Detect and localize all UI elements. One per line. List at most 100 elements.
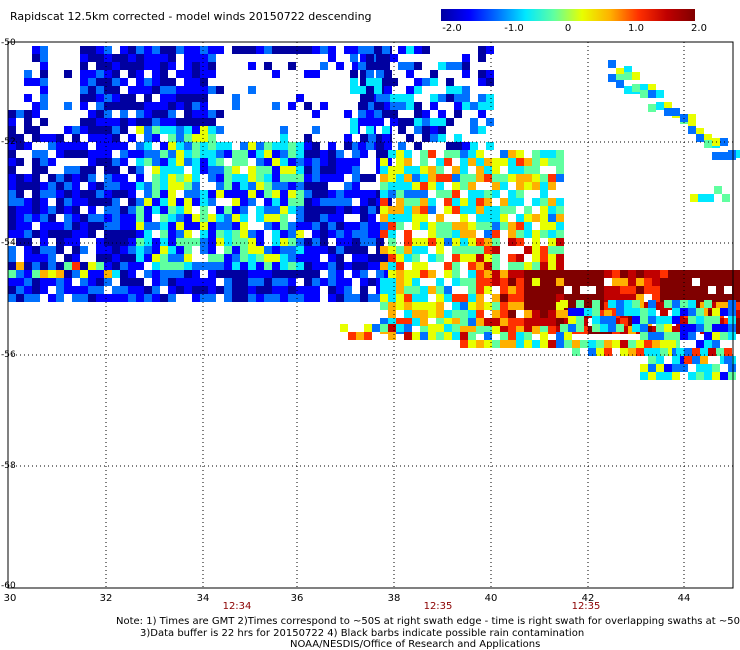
data-cell	[160, 110, 168, 118]
colorbar-tick: -2.0	[442, 23, 462, 34]
data-cell	[376, 134, 384, 142]
data-cell	[428, 332, 436, 340]
data-cell	[352, 182, 360, 190]
data-cell	[508, 286, 516, 294]
data-cell	[548, 278, 556, 286]
data-cell	[500, 270, 508, 278]
data-cell	[360, 94, 368, 102]
data-cell	[184, 118, 192, 126]
data-cell	[208, 158, 216, 166]
data-cell	[64, 190, 72, 198]
data-cell	[468, 174, 476, 182]
swath-time: 12:35	[423, 601, 453, 612]
data-cell	[652, 278, 660, 286]
data-cell	[452, 206, 460, 214]
data-cell	[120, 222, 128, 230]
data-cell	[312, 270, 320, 278]
data-cell	[224, 174, 232, 182]
data-cell	[420, 262, 428, 270]
data-cell	[232, 158, 240, 166]
data-cell	[160, 238, 168, 246]
data-cell	[376, 150, 384, 158]
data-cell	[604, 270, 612, 278]
data-cell	[476, 174, 484, 182]
data-cell	[312, 206, 320, 214]
data-cell	[56, 150, 64, 158]
data-cell	[524, 270, 532, 278]
data-cell	[232, 190, 240, 198]
data-cell	[452, 246, 460, 254]
data-cell	[592, 316, 600, 324]
data-cell	[184, 246, 192, 254]
data-cell	[680, 324, 688, 332]
data-cell	[468, 326, 476, 334]
data-cell	[328, 150, 336, 158]
data-cell	[516, 198, 524, 206]
data-cell	[336, 254, 344, 262]
data-cell	[548, 238, 556, 246]
data-cell	[476, 340, 484, 348]
data-cell	[508, 340, 516, 348]
data-cell	[72, 142, 80, 150]
data-cell	[136, 198, 144, 206]
data-cell	[344, 262, 352, 270]
data-cell	[576, 316, 584, 324]
data-cell	[80, 214, 88, 222]
data-cell	[168, 294, 176, 302]
data-cell	[96, 238, 104, 246]
data-cell	[128, 54, 136, 62]
data-cell	[96, 182, 104, 190]
data-cell	[380, 206, 388, 214]
data-cell	[216, 110, 224, 118]
data-cell	[232, 94, 240, 102]
data-cell	[152, 294, 160, 302]
data-cell	[80, 150, 88, 158]
data-cell	[168, 110, 176, 118]
data-cell	[460, 174, 468, 182]
data-cell	[684, 278, 692, 286]
data-cell	[192, 102, 200, 110]
data-cell	[136, 174, 144, 182]
data-cell	[728, 364, 736, 372]
data-cell	[280, 142, 288, 150]
data-cell	[398, 102, 406, 110]
data-cell	[436, 286, 444, 294]
data-cell	[672, 372, 680, 380]
data-cell	[304, 206, 312, 214]
data-cell	[96, 270, 104, 278]
data-cell	[344, 166, 352, 174]
data-cell	[232, 206, 240, 214]
data-cell	[248, 198, 256, 206]
data-cell	[716, 286, 724, 294]
data-cell	[112, 254, 120, 262]
data-cell	[484, 318, 492, 326]
data-cell	[160, 102, 168, 110]
data-cell	[564, 270, 572, 278]
data-cell	[112, 142, 120, 150]
data-cell	[564, 278, 572, 286]
data-cell	[460, 222, 468, 230]
data-cell	[446, 94, 454, 102]
data-cell	[8, 158, 16, 166]
data-cell	[524, 182, 532, 190]
data-cell	[444, 222, 452, 230]
data-cell	[446, 86, 454, 94]
colorbar	[441, 9, 695, 21]
data-cell	[360, 78, 368, 86]
data-cell	[404, 150, 412, 158]
data-cell	[256, 254, 264, 262]
data-cell	[484, 174, 492, 182]
data-cell	[224, 166, 232, 174]
data-cell	[40, 166, 48, 174]
data-cell	[380, 222, 388, 230]
data-cell	[272, 150, 280, 158]
data-cell	[104, 190, 112, 198]
data-cell	[280, 206, 288, 214]
data-cell	[104, 54, 112, 62]
data-cell	[444, 286, 452, 294]
data-cell	[120, 238, 128, 246]
data-cell	[248, 190, 256, 198]
data-cell	[32, 150, 40, 158]
data-cell	[484, 326, 492, 334]
data-cell	[224, 182, 232, 190]
